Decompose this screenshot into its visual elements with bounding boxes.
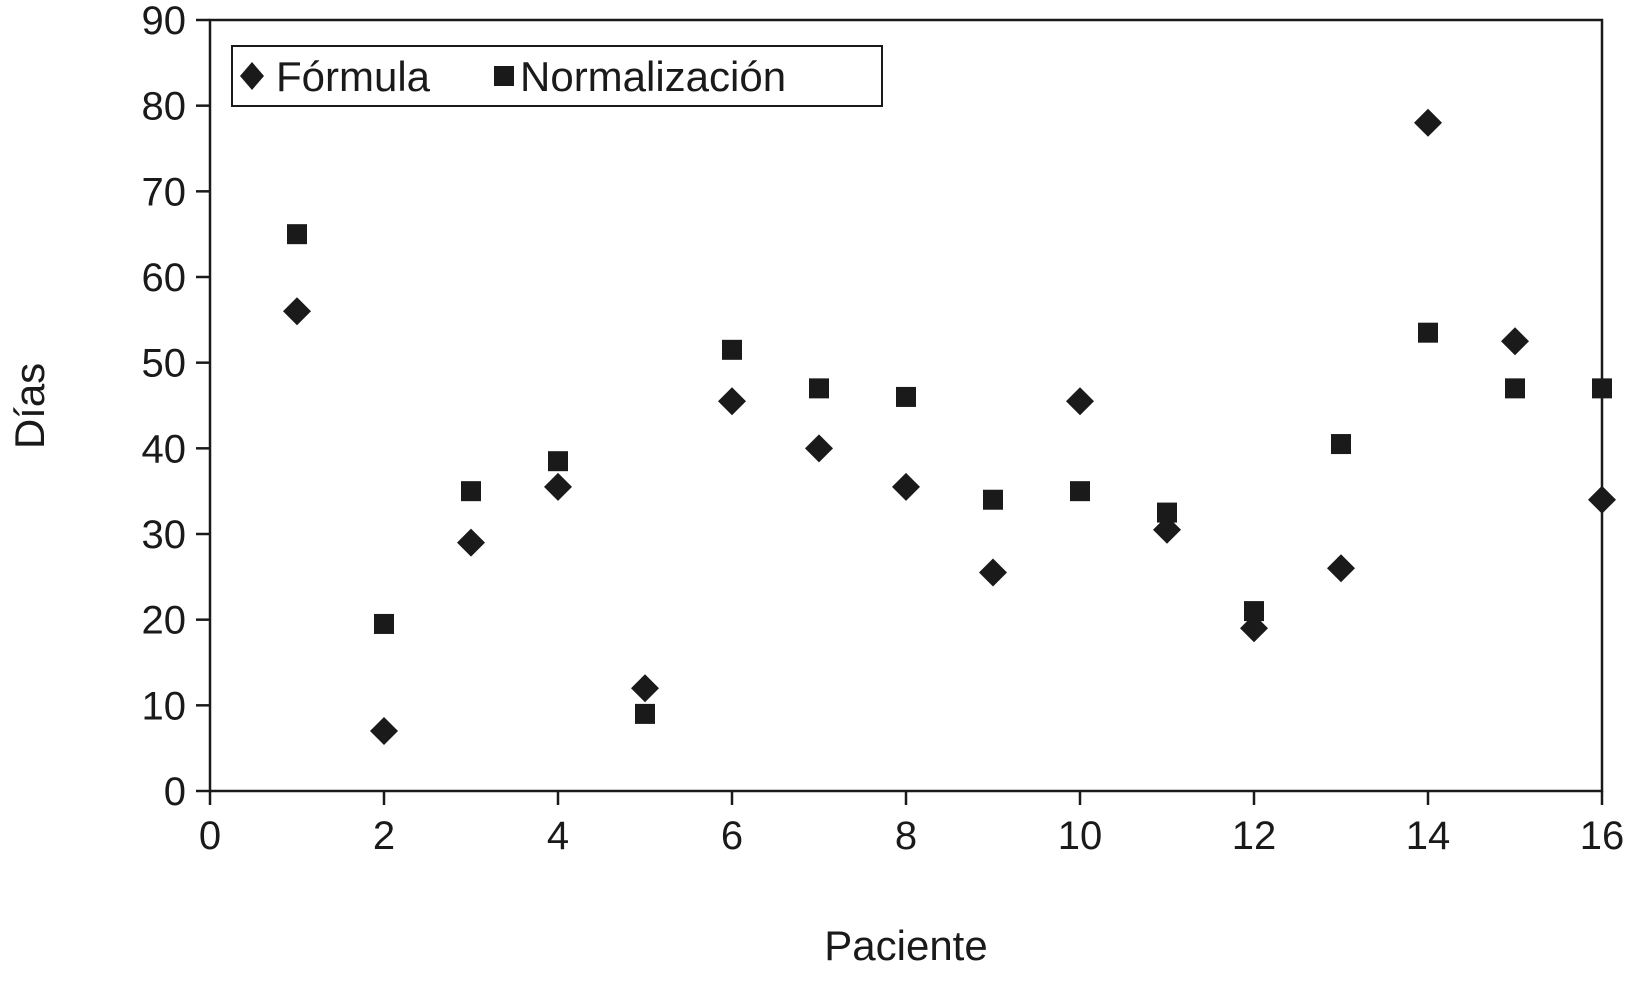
x-tick-label: 4 bbox=[547, 814, 569, 858]
data-points bbox=[283, 108, 1616, 746]
data-point-formula bbox=[718, 387, 746, 416]
data-point-normalizacion bbox=[461, 481, 481, 502]
data-point-formula bbox=[631, 674, 659, 703]
data-point-formula bbox=[1588, 485, 1616, 514]
y-tick-label: 70 bbox=[142, 170, 187, 214]
data-point-normalizacion bbox=[1157, 502, 1177, 523]
data-point-formula bbox=[1327, 554, 1355, 583]
y-axis: 0 10 20 30 40 50 60 70 80 90 bbox=[142, 0, 210, 814]
data-point-normalizacion bbox=[1070, 481, 1090, 502]
data-point-normalizacion bbox=[374, 613, 394, 634]
x-tick-label: 12 bbox=[1232, 814, 1277, 858]
data-point-formula bbox=[283, 297, 311, 326]
legend-label-formula: Fórmula bbox=[276, 53, 431, 100]
data-point-formula bbox=[370, 717, 398, 746]
legend-marker-formula bbox=[240, 62, 264, 90]
y-axis-title: Días bbox=[6, 363, 53, 449]
data-point-formula bbox=[1066, 387, 1094, 416]
data-point-normalizacion bbox=[635, 703, 655, 724]
y-tick-label: 50 bbox=[142, 342, 187, 386]
x-axis-title: Paciente bbox=[824, 922, 987, 969]
data-point-normalizacion bbox=[1505, 378, 1525, 399]
data-point-formula bbox=[892, 472, 920, 501]
y-tick-label: 40 bbox=[142, 427, 187, 471]
data-point-formula bbox=[805, 434, 833, 463]
x-tick-label: 16 bbox=[1580, 814, 1625, 858]
legend: Fórmula Normalización bbox=[231, 45, 883, 107]
data-point-formula bbox=[1414, 108, 1442, 137]
legend-box bbox=[231, 45, 883, 107]
data-point-formula bbox=[544, 472, 572, 501]
legend-label-normalizacion: Normalización bbox=[520, 53, 786, 100]
data-point-normalizacion bbox=[1331, 434, 1351, 455]
data-point-formula bbox=[1501, 327, 1529, 356]
data-point-formula bbox=[979, 558, 1007, 587]
y-tick-label: 20 bbox=[142, 599, 187, 643]
data-point-normalizacion bbox=[809, 378, 829, 399]
data-point-normalizacion bbox=[896, 386, 916, 407]
x-tick-label: 6 bbox=[721, 814, 743, 858]
data-point-formula bbox=[1153, 515, 1181, 544]
y-tick-label: 0 bbox=[164, 770, 186, 814]
y-tick-label: 90 bbox=[142, 0, 187, 43]
data-point-normalizacion bbox=[287, 224, 307, 245]
x-tick-label: 10 bbox=[1058, 814, 1103, 858]
y-tick-label: 60 bbox=[142, 256, 187, 300]
y-tick-label: 10 bbox=[142, 684, 187, 728]
x-axis: 0 2 4 6 8 10 12 14 16 bbox=[199, 791, 1624, 858]
data-point-normalizacion bbox=[1592, 378, 1612, 399]
data-point-normalizacion bbox=[1418, 322, 1438, 343]
data-point-formula bbox=[457, 528, 485, 557]
legend-marker-normalizacion bbox=[494, 66, 514, 86]
data-point-formula bbox=[1240, 614, 1268, 643]
y-tick-label: 30 bbox=[142, 513, 187, 557]
data-point-normalizacion bbox=[1244, 601, 1264, 622]
x-tick-label: 14 bbox=[1406, 814, 1451, 858]
x-tick-label: 8 bbox=[895, 814, 917, 858]
x-tick-label: 0 bbox=[199, 814, 221, 858]
x-tick-label: 2 bbox=[373, 814, 395, 858]
y-tick-label: 80 bbox=[142, 85, 187, 129]
data-point-normalizacion bbox=[548, 451, 568, 472]
data-point-normalizacion bbox=[722, 339, 742, 360]
data-point-normalizacion bbox=[983, 489, 1003, 510]
